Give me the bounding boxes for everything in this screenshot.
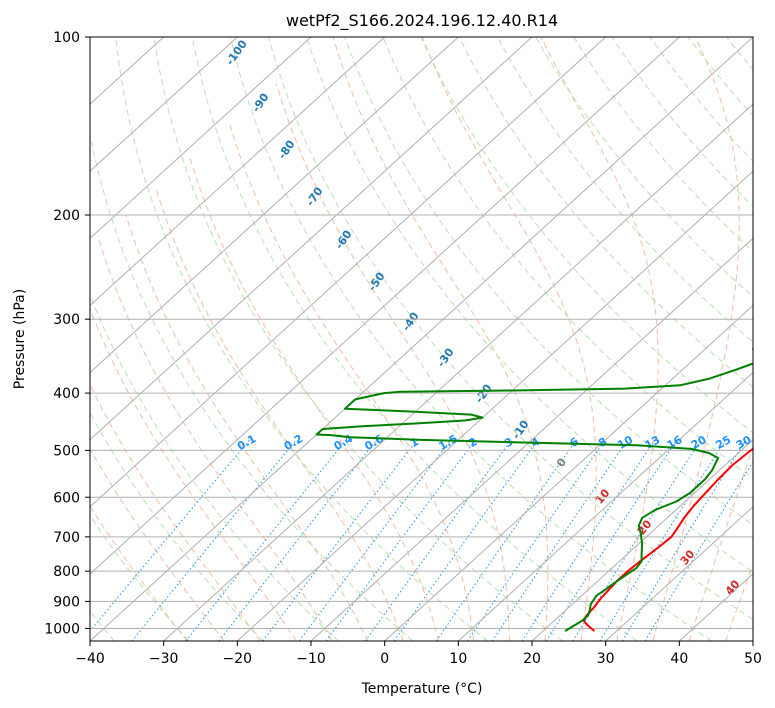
isotherm xyxy=(90,37,312,240)
mixing-ratio-line xyxy=(218,439,378,641)
isotherm xyxy=(163,103,753,641)
x-tick-label: 50 xyxy=(744,651,762,667)
mixing-ratio-line xyxy=(298,439,452,641)
x-tick-label: 10 xyxy=(449,651,467,667)
moist-adiabat xyxy=(90,447,225,641)
mixing-ratio-line xyxy=(325,439,476,641)
isotherm xyxy=(90,37,680,575)
y-tick-label: 800 xyxy=(53,564,80,580)
y-axis: 100 200 300 400 500 600 700 800 900 1000 xyxy=(44,30,90,637)
mixing-ratio-line xyxy=(644,460,753,641)
isotherm xyxy=(90,37,386,307)
isotherm xyxy=(90,37,533,441)
mixing-ratio-line xyxy=(521,439,656,641)
moist-adiabat xyxy=(275,83,510,641)
moist-adiabat xyxy=(90,505,188,641)
isotherm xyxy=(310,237,753,641)
plot-frame xyxy=(89,36,754,642)
x-axis: −40 −30 −20 −10 0 10 20 30 40 50 xyxy=(75,641,762,667)
x-axis-label: Temperature (°C) xyxy=(361,681,483,697)
y-tick-label: 900 xyxy=(53,594,80,610)
isotherm xyxy=(457,371,753,641)
moist-adiabat xyxy=(98,239,333,641)
x-tick-label: −30 xyxy=(149,651,179,667)
profile-series xyxy=(315,347,753,632)
x-tick-label: 40 xyxy=(670,651,688,667)
isotherm xyxy=(90,37,238,172)
y-tick-label: 700 xyxy=(53,530,80,546)
moist-adiabat xyxy=(421,37,597,641)
moist-adiabat xyxy=(155,187,404,641)
y-tick-label: 500 xyxy=(53,443,80,459)
mixing-ratio-line xyxy=(364,439,512,641)
moist-adiabat xyxy=(725,563,753,641)
isotherm xyxy=(605,506,753,641)
moist-adiabat xyxy=(332,37,549,641)
y-tick-label: 200 xyxy=(53,208,80,224)
dry-adiabat xyxy=(90,514,190,641)
mixing-ratio-line xyxy=(131,439,297,641)
x-tick-label: 20 xyxy=(523,651,541,667)
y-tick-label: 100 xyxy=(53,30,80,46)
mixing-ratio-line xyxy=(435,439,578,641)
isotherm xyxy=(90,37,459,374)
moist-adiabat xyxy=(90,383,261,641)
isotherm xyxy=(384,304,753,641)
dry-adiabat xyxy=(268,37,753,621)
y-tick-label: 300 xyxy=(53,312,80,328)
dry-adiabat xyxy=(191,37,638,641)
mixing-ratio-label: 30 xyxy=(734,433,754,452)
isotherm xyxy=(90,37,607,508)
y-tick-label: 400 xyxy=(53,386,80,402)
isotherm xyxy=(236,170,753,641)
y-tick-label: 1000 xyxy=(44,621,80,637)
dry-adiabat xyxy=(90,411,264,641)
y-axis-label: Pressure (hPa) xyxy=(12,289,28,389)
x-tick-label: 30 xyxy=(597,651,615,667)
moist-adiabat xyxy=(688,445,753,641)
mixing-ratio-line xyxy=(599,439,727,641)
mixing-ratio-line xyxy=(545,439,678,641)
moist-adiabat xyxy=(652,37,740,641)
isotherm xyxy=(90,37,753,641)
moist-adiabat xyxy=(125,214,369,641)
dry-adiabat xyxy=(90,131,414,641)
pressure-gridlines xyxy=(90,214,753,629)
x-tick-label: −40 xyxy=(75,651,105,667)
moist-adiabat xyxy=(90,307,297,641)
x-tick-label: −10 xyxy=(296,651,326,667)
dry-adiabat xyxy=(115,37,488,641)
dry-adiabat xyxy=(153,37,563,641)
y-tick-label: 600 xyxy=(53,490,80,506)
dewpoint-line xyxy=(315,347,753,632)
chart-title: wetPf2_S166.2024.196.12.40.R14 xyxy=(286,11,558,31)
x-tick-label: −20 xyxy=(223,651,253,667)
dry-adiabat xyxy=(535,37,753,298)
mixing-ratio-line xyxy=(467,439,606,641)
mixing-ratio-line xyxy=(491,439,629,641)
mixing-ratio-line xyxy=(621,439,747,641)
dry-adiabat xyxy=(306,37,753,573)
mixing-ratio-line xyxy=(90,439,250,632)
x-tick-label: 0 xyxy=(380,651,389,667)
